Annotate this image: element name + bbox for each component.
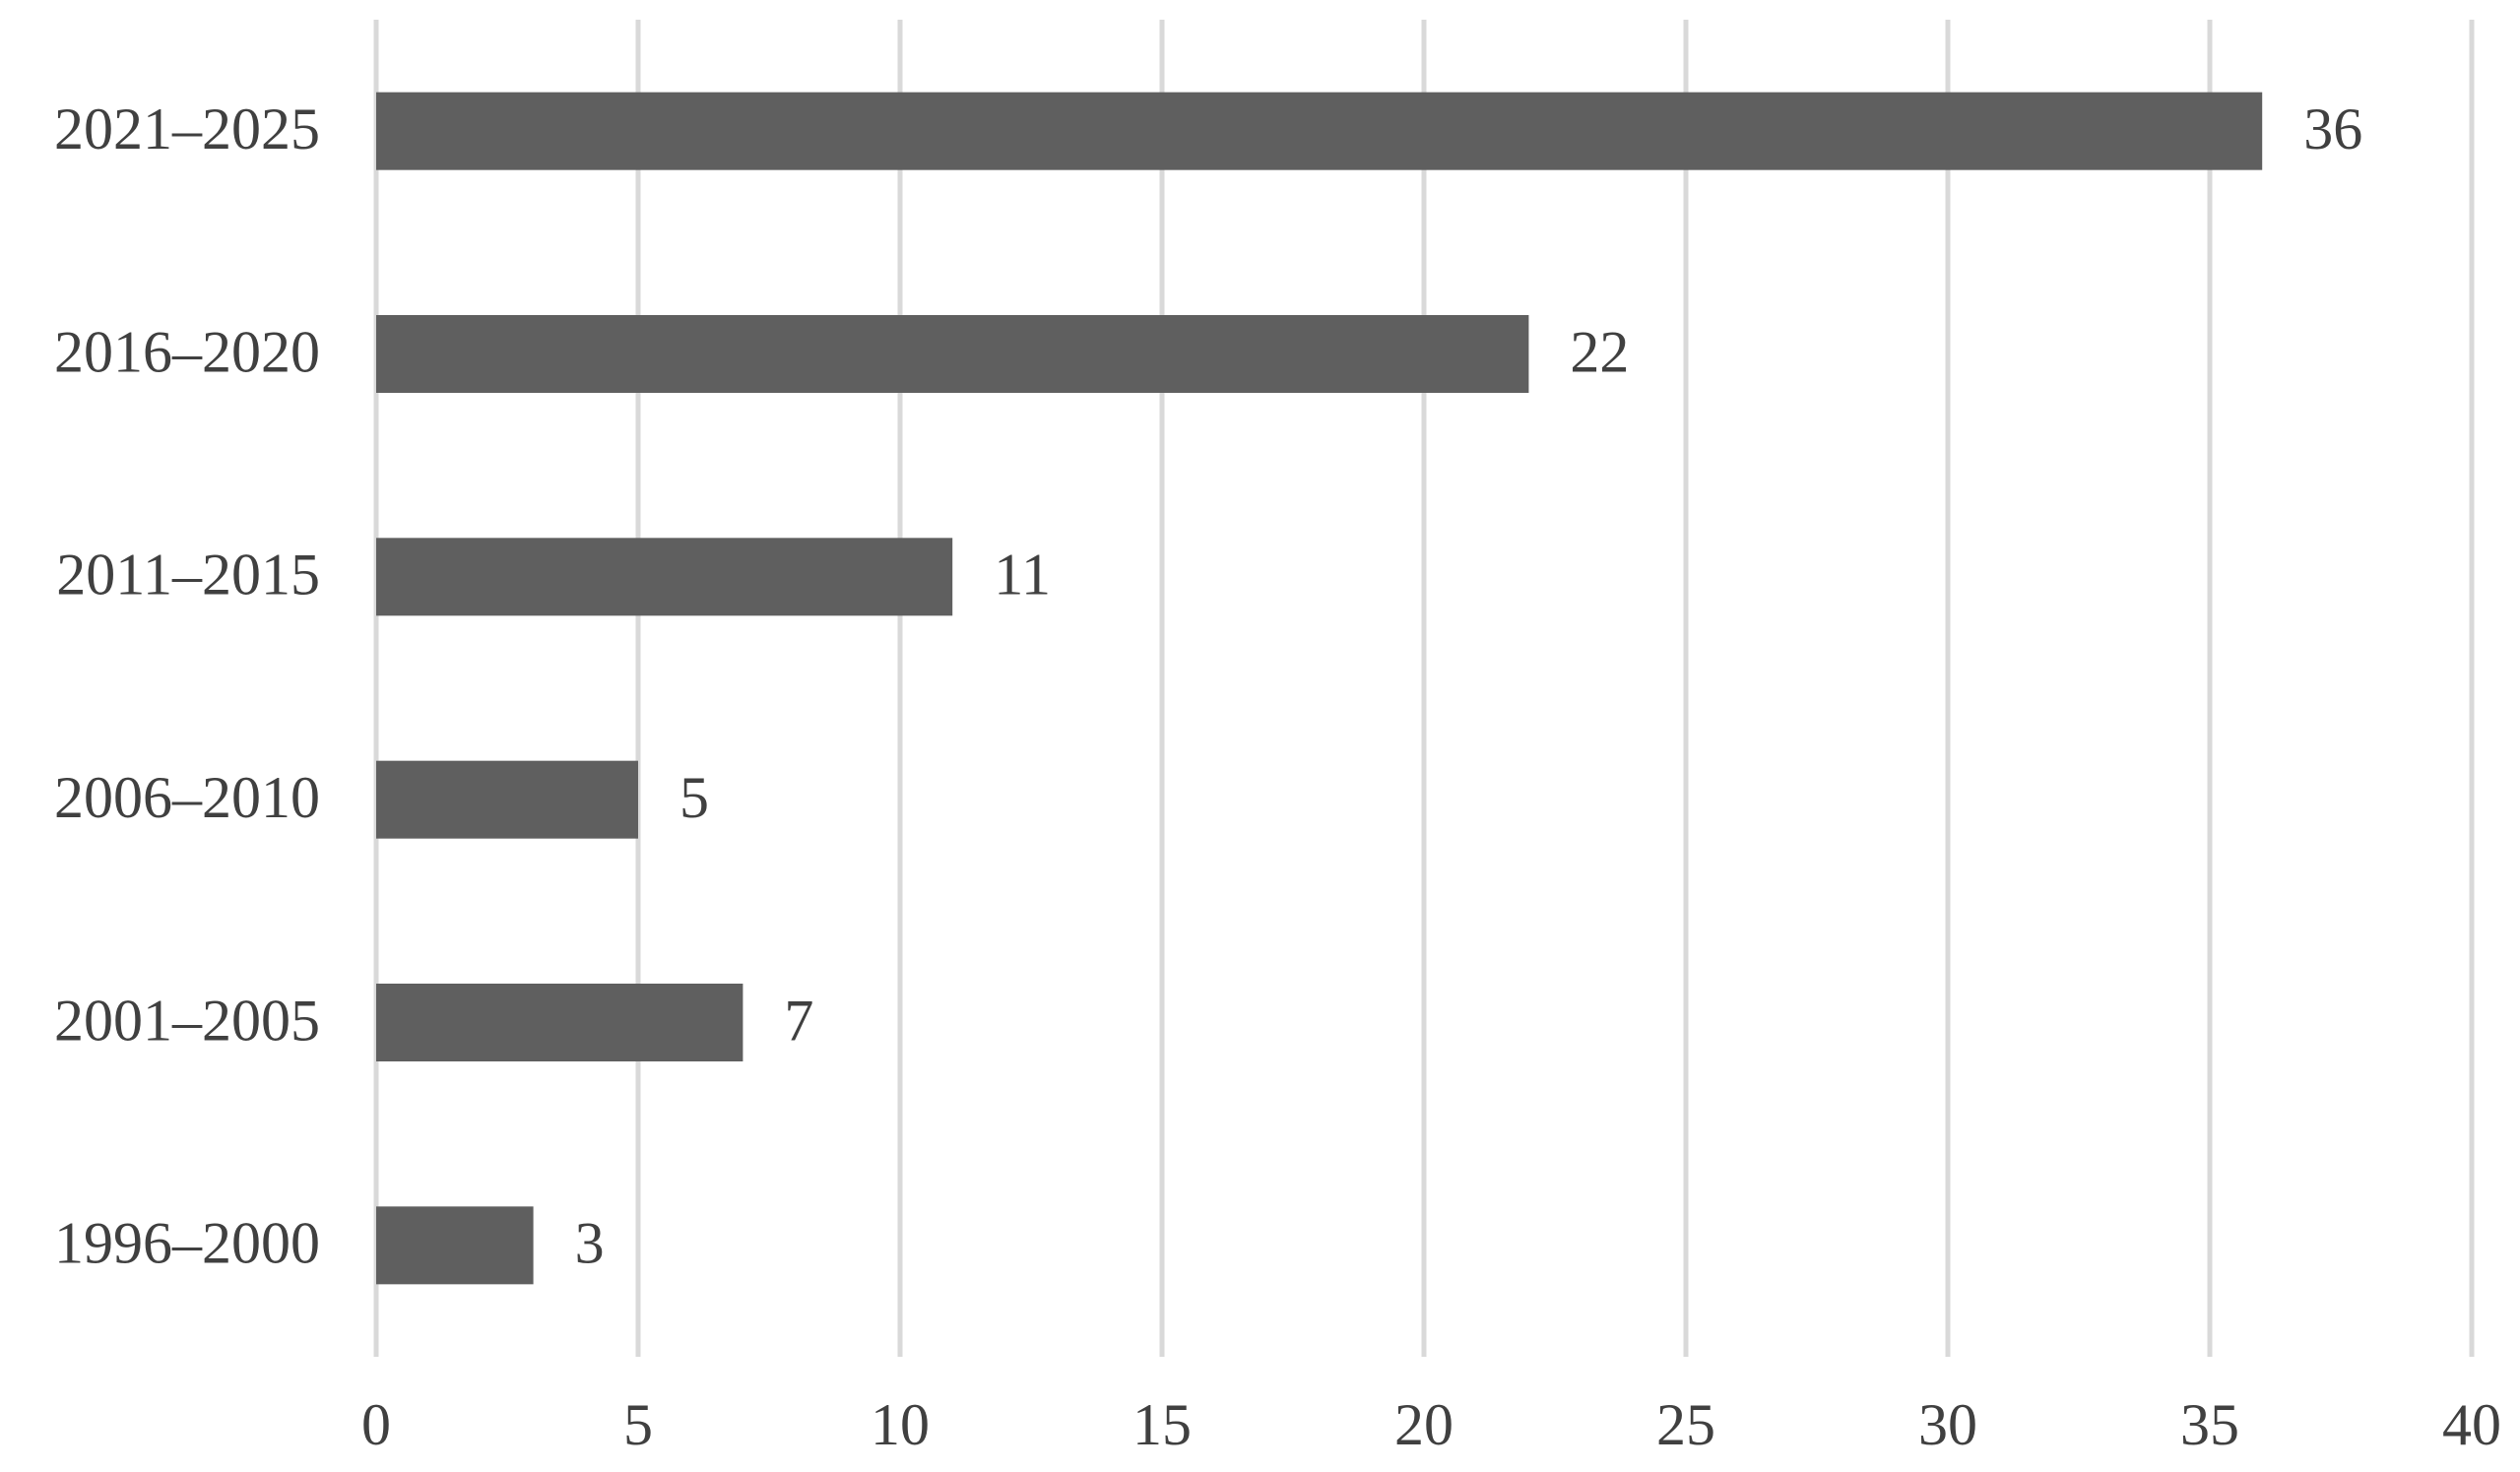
bar [376, 538, 953, 616]
x-tick-label: 15 [1132, 1392, 1192, 1457]
y-tick-label: 1996–2000 [54, 1211, 320, 1276]
value-label: 7 [784, 988, 813, 1053]
bar [376, 984, 743, 1061]
bar [376, 760, 638, 839]
x-tick-label: 25 [1656, 1392, 1715, 1457]
y-tick-label: 2001–2005 [54, 988, 320, 1053]
y-tick-label: 2006–2010 [54, 765, 320, 830]
value-label: 11 [994, 543, 1051, 608]
y-tick-label: 2016–2020 [54, 319, 320, 384]
x-tick-label: 0 [361, 1392, 391, 1457]
bar [376, 1206, 534, 1285]
x-tick-label: 40 [2442, 1392, 2501, 1457]
x-tick-label: 30 [1918, 1392, 1977, 1457]
value-label: 36 [2303, 96, 2362, 161]
x-tick-label: 35 [2180, 1392, 2239, 1457]
y-tick-label: 2011–2015 [56, 543, 320, 608]
x-tick-label: 5 [623, 1392, 653, 1457]
x-tick-label: 10 [871, 1392, 930, 1457]
value-label: 3 [575, 1211, 605, 1276]
bar [376, 92, 2263, 170]
x-tick-label: 20 [1394, 1392, 1454, 1457]
bar [376, 315, 1529, 393]
value-label: 5 [679, 765, 709, 830]
value-label: 22 [1570, 319, 1629, 384]
y-tick-label: 2021–2025 [54, 96, 320, 161]
